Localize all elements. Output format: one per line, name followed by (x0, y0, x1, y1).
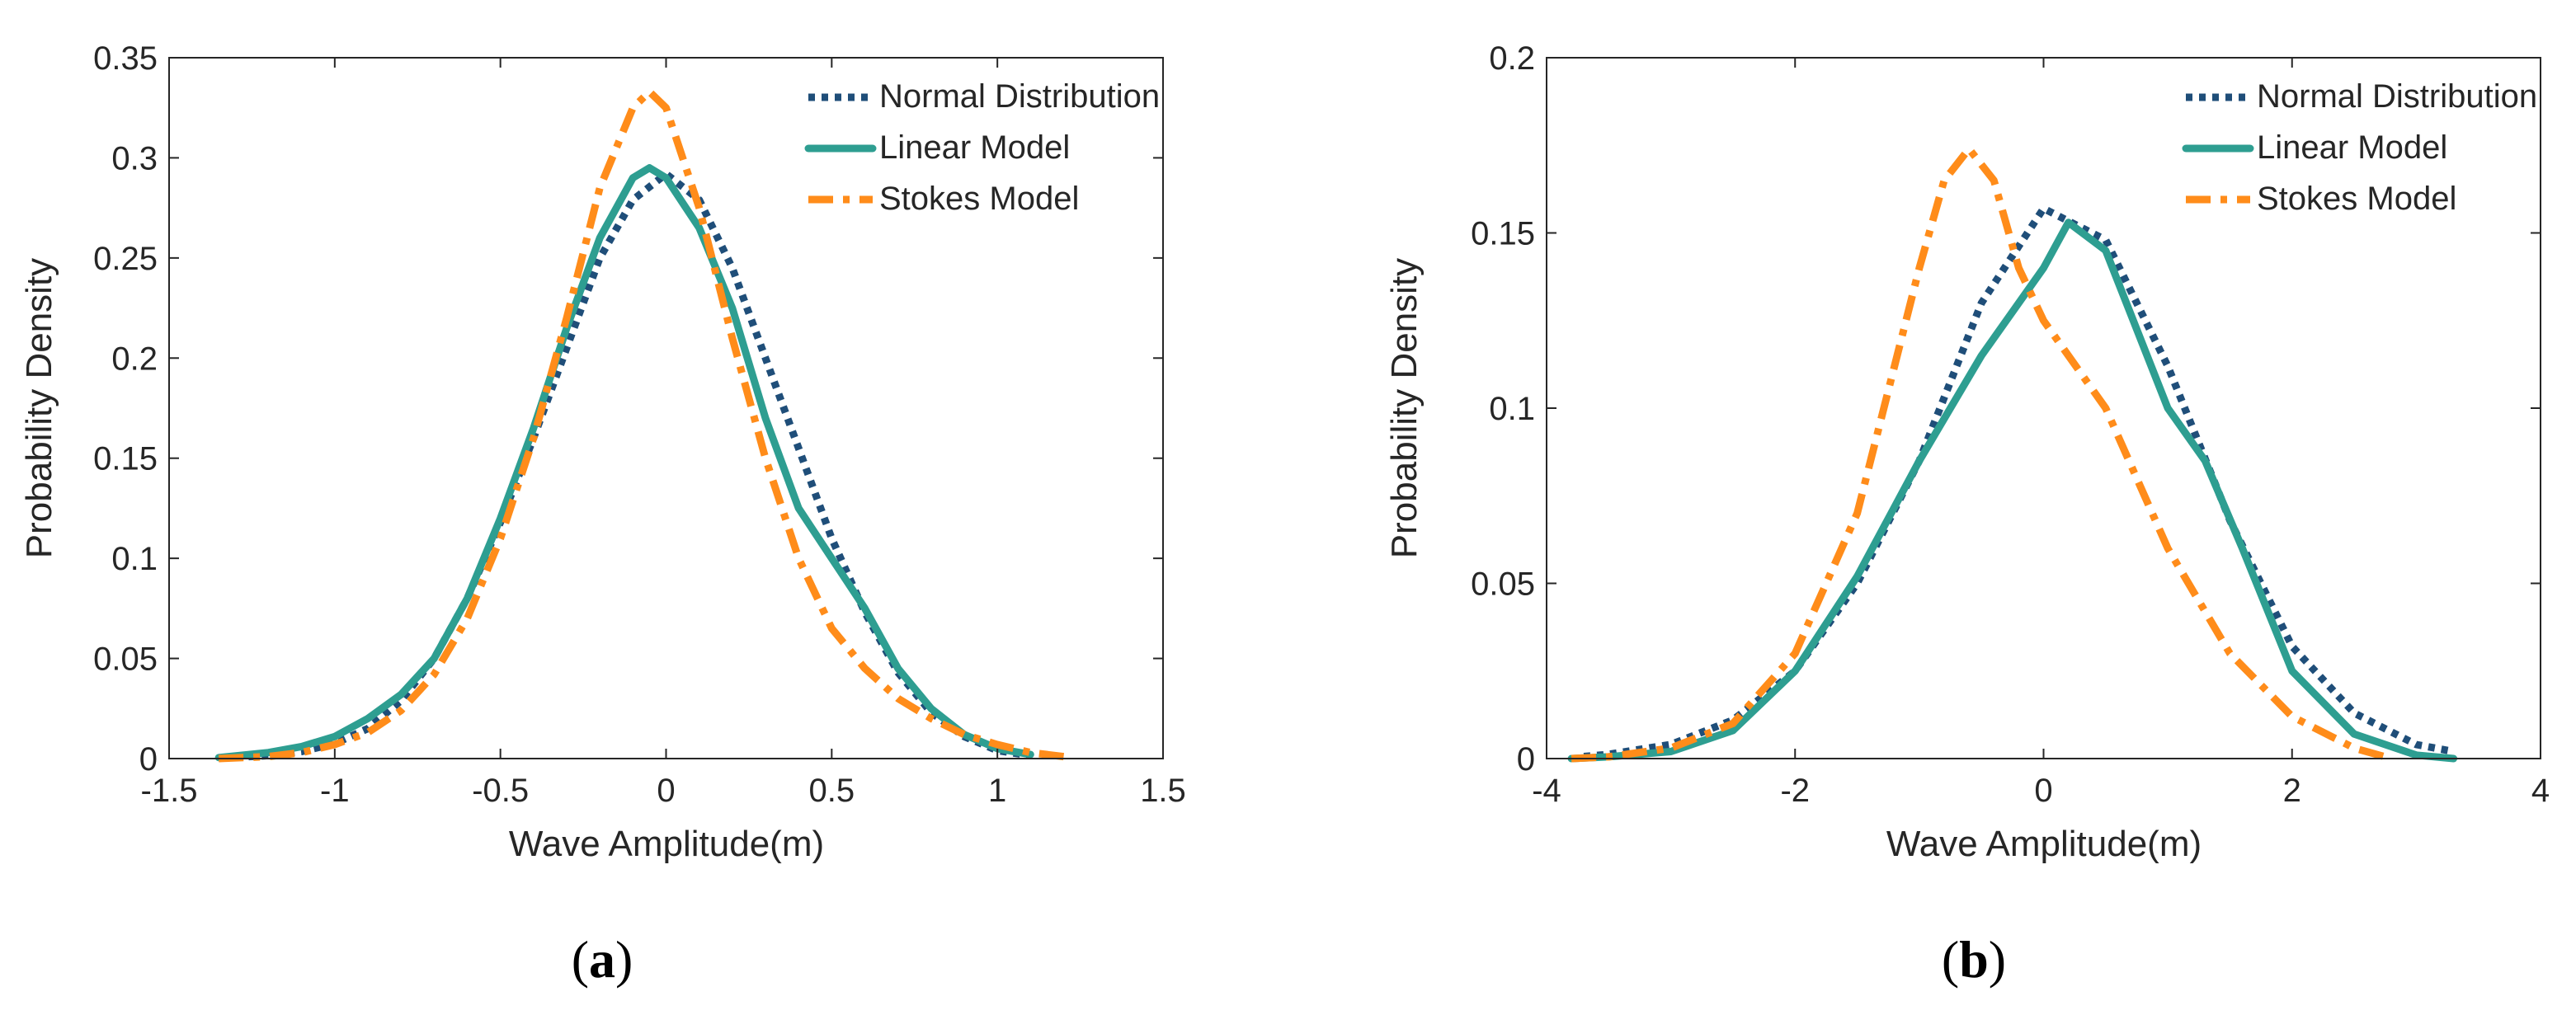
y-tick-label: 0.15 (93, 441, 158, 477)
y-tick-label: 0.35 (93, 40, 158, 77)
panel-label-letter: a (589, 930, 615, 989)
y-tick-label: 0.2 (111, 341, 158, 377)
legend-label: Stokes Model (879, 181, 1079, 217)
series-group (1567, 145, 2458, 763)
x-axis-label: Wave Amplitude(m) (1886, 824, 2202, 864)
legend: Normal Distribution Linear Model Stokes Mo… (2182, 78, 2537, 217)
series-line-linear-model (1567, 219, 2458, 763)
x-tick-label: 1.5 (1140, 773, 1186, 809)
x-tick-label: -2 (1780, 773, 1810, 809)
chart-panel-b: -4 -2 0 2 4 0 0.05 0.1 0.15 0.2 Wave Amplitude(m) P… (1384, 40, 2550, 989)
series-line-linear-model (214, 164, 1034, 762)
x-tick-label: 0 (657, 773, 675, 809)
x-tick-label: -1.5 (141, 773, 198, 809)
x-tick-label: 2 (2283, 773, 2301, 809)
x-tick-label: -1 (320, 773, 350, 809)
panel-label-close-paren: ) (615, 930, 633, 989)
plot-area (1547, 58, 2541, 759)
panel-label-open-paren: ( (572, 930, 589, 989)
x-tick-label: 1 (988, 773, 1006, 809)
panel-label-b: (b) (1942, 930, 2006, 989)
x-axis-label: Wave Amplitude(m) (509, 824, 824, 864)
legend-label: Normal Distribution (2257, 78, 2537, 115)
y-axis-label: Probability Density (19, 258, 59, 558)
legend-label: Normal Distribution (879, 78, 1160, 115)
series-group (214, 87, 1065, 763)
legend: Normal Distribution Linear Model Stokes Mo… (804, 78, 1160, 217)
y-tick-label: 0.15 (1471, 216, 1535, 252)
y-tick-label: 0 (1517, 741, 1535, 778)
legend-label: Linear Model (879, 129, 1070, 166)
panel-label-close-paren: ) (1989, 930, 2006, 989)
series-line-stokes-model (219, 87, 1065, 763)
x-tick-label: 0 (2034, 773, 2052, 809)
y-tick-label: 0 (139, 741, 158, 778)
x-tick-label: 0.5 (809, 773, 855, 809)
panel-label-open-paren: ( (1942, 930, 1959, 989)
series-line-stokes-model (1571, 145, 2393, 763)
legend-label: Linear Model (2257, 129, 2447, 166)
x-tick-label: 4 (2531, 773, 2550, 809)
x-tick-label: -0.5 (472, 773, 529, 809)
y-axis-label: Probability Density (1384, 258, 1425, 558)
x-tick-label: -4 (1532, 773, 1561, 809)
y-tick-label: 0.25 (93, 241, 158, 277)
legend-label: Stokes Model (2257, 181, 2456, 217)
series-line-normal-distribution (1583, 204, 2455, 760)
y-tick-label: 0.05 (1471, 566, 1535, 603)
y-tick-label: 0.1 (111, 541, 158, 577)
y-tick-label: 0.2 (1489, 40, 1535, 77)
chart-panel-a: -1.5 -1 -0.5 0 0.5 1 1.5 0 0.05 0.1 0.15 0.2 0.25 0.3… (19, 40, 1186, 989)
panel-label-a: (a) (572, 930, 633, 989)
y-tick-label: 0.3 (111, 140, 158, 176)
y-tick-label: 0.05 (93, 641, 158, 678)
panel-label-letter: b (1959, 930, 1989, 989)
y-tick-label: 0.1 (1489, 391, 1535, 427)
